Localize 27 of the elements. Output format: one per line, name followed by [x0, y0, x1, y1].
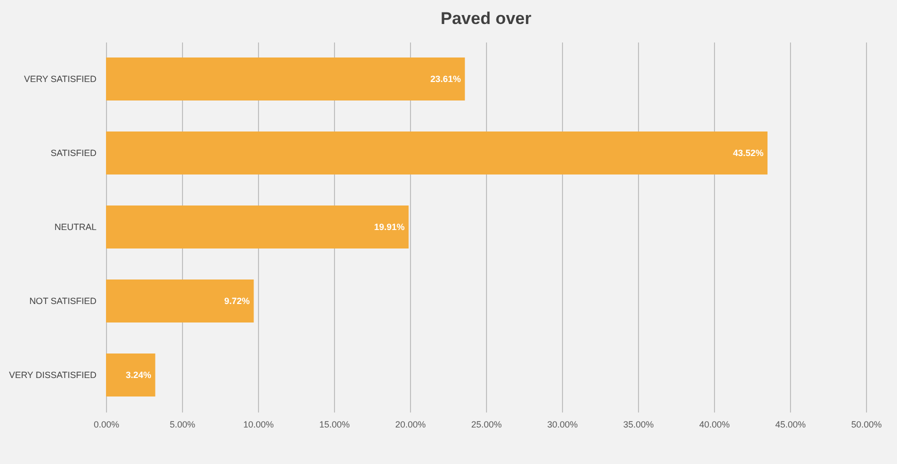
x-tick-label: 40.00% [699, 420, 730, 430]
y-tick-label: NEUTRAL [54, 222, 96, 232]
y-tick-label: VERY SATISFIED [24, 74, 97, 84]
data-label: 3.24% [126, 370, 152, 380]
x-tick-label: 25.00% [471, 420, 502, 430]
x-tick-label: 45.00% [775, 420, 806, 430]
chart-title: Paved over [440, 9, 532, 28]
bar [106, 206, 409, 248]
y-tick-label: VERY DISSATISFIED [8, 370, 97, 380]
data-label: 23.61% [430, 74, 461, 84]
data-label: 19.91% [374, 222, 405, 232]
data-label: 43.52% [732, 148, 764, 158]
bar [106, 132, 768, 174]
y-tick-label: SATISFIED [50, 148, 97, 158]
x-tick-label: 0.00% [94, 420, 120, 430]
bar [106, 58, 465, 100]
bar [106, 354, 156, 396]
x-tick-label: 5.00% [170, 420, 196, 430]
x-tick-label: 20.00% [395, 420, 426, 430]
y-tick-label: NOT SATISFIED [29, 296, 97, 306]
x-tick-label: 35.00% [623, 420, 654, 430]
data-label: 9.72% [224, 296, 250, 306]
x-tick-label: 10.00% [243, 420, 274, 430]
x-tick-label: 15.00% [319, 420, 350, 430]
x-tick-label: 50.00% [851, 420, 882, 430]
x-tick-label: 30.00% [547, 420, 578, 430]
bar [106, 280, 254, 322]
